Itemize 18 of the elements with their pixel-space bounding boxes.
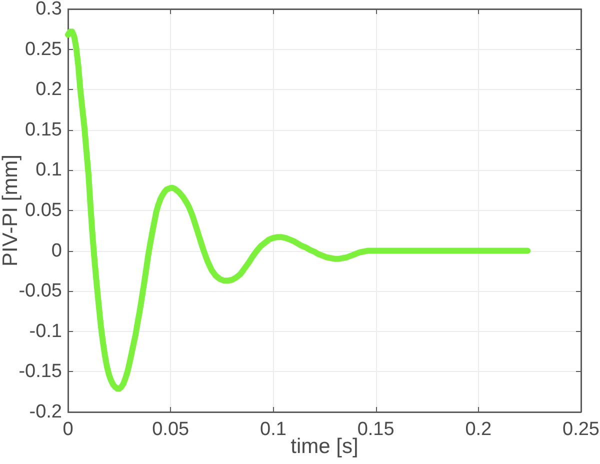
y-tick-label: 0.15 [25, 119, 62, 140]
x-tick-label: 0.15 [357, 419, 394, 440]
y-tick-label: -0.1 [29, 320, 62, 342]
y-tick-label: -0.05 [18, 280, 62, 302]
x-axis-title: time [s] [290, 435, 358, 458]
y-tick-label: 0 [51, 240, 62, 262]
y-tick-label: -0.15 [18, 361, 62, 382]
x-tick-label: 0.05 [152, 419, 190, 440]
y-tick-label: 0.1 [36, 160, 62, 181]
y-axis-title: PIV-PI [mm] [0, 154, 22, 267]
x-tick-label: 0.25 [562, 419, 600, 440]
y-tick-label: 0.25 [25, 38, 62, 60]
y-tick-label: -0.2 [29, 402, 62, 422]
x-tick-label: 0.2 [465, 419, 492, 440]
x-tick-label: 0.1 [260, 419, 286, 440]
y-tick-label: 0.2 [36, 79, 62, 100]
y-tick-label: 0.3 [36, 0, 62, 20]
y-tick-label: 0.05 [25, 200, 62, 221]
